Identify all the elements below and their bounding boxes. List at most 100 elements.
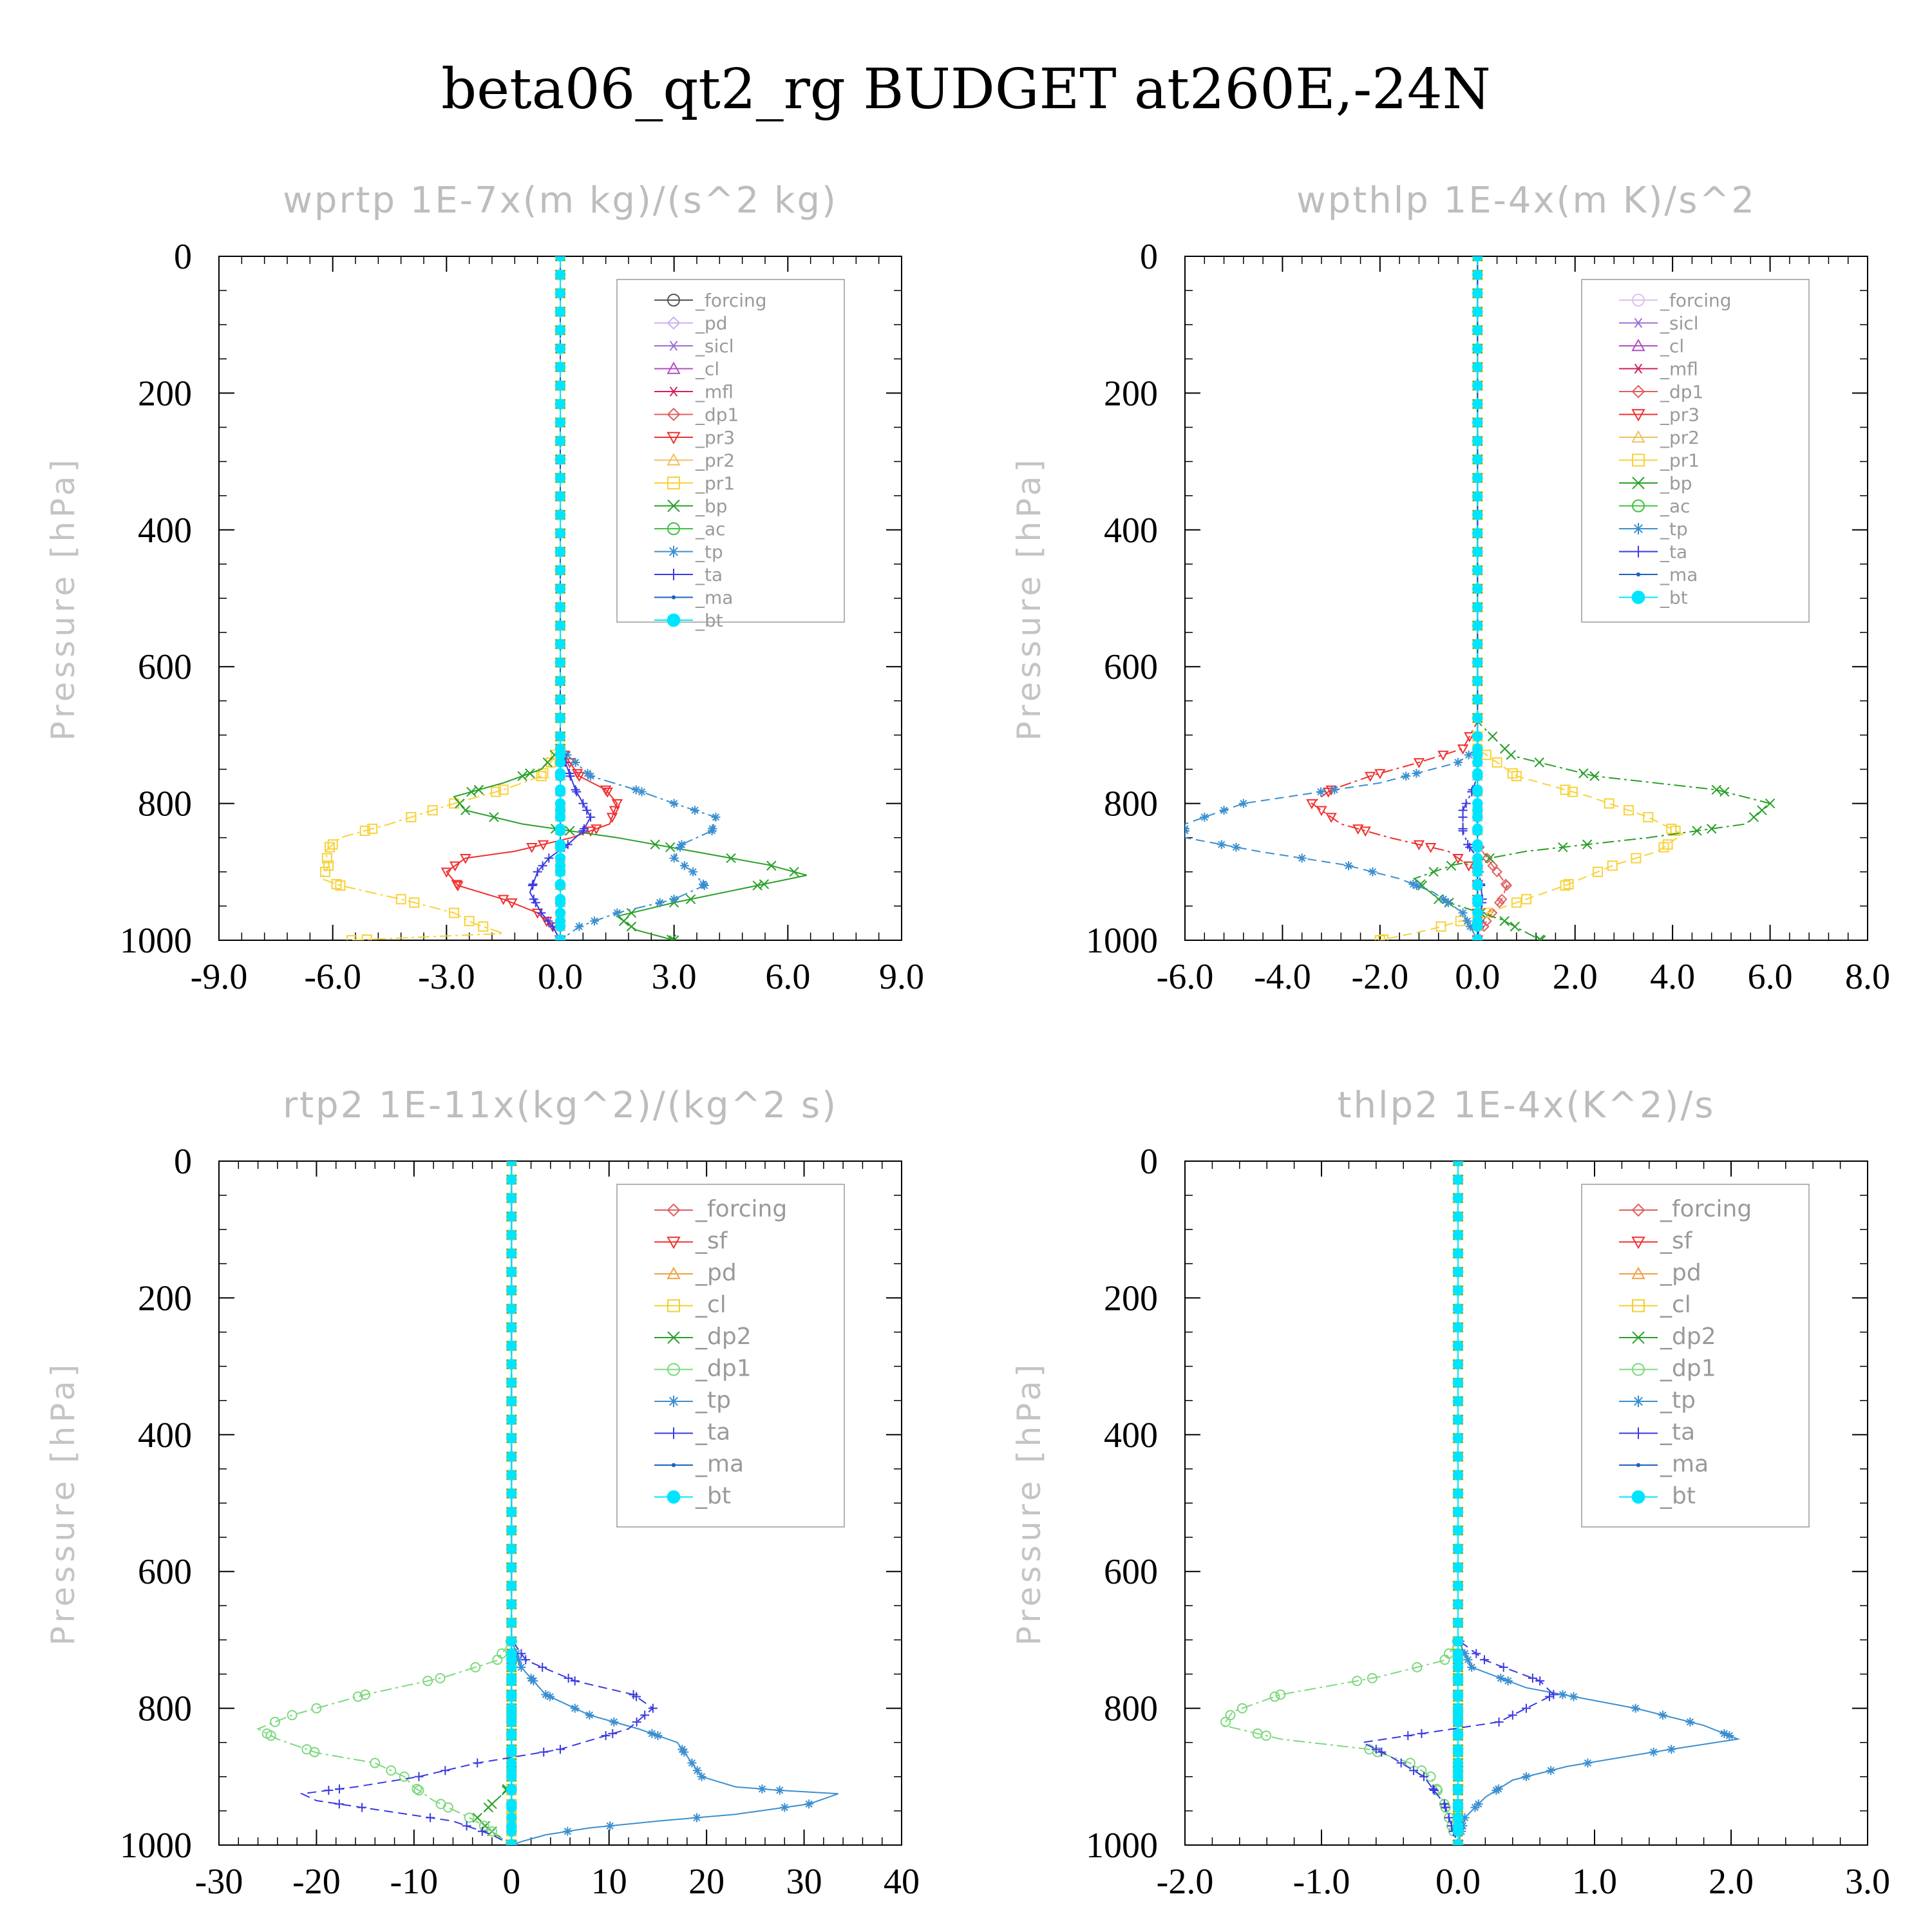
y-tick-label: 200 [1104,1278,1158,1318]
series-marker-ta [586,812,596,822]
series-marker-bt [554,921,566,932]
legend: _forcing_pd_sicl_cl_mfl_dp1_pr3_pr2_pr1_… [616,279,845,631]
series-marker-bt [1472,417,1483,428]
panel-title: wprtp 1E-7x(m kg)/(s^2 kg) [283,180,838,222]
series-marker-bp [489,812,499,822]
y-tick-label: 200 [138,1278,192,1318]
series-marker-pr3 [506,898,518,909]
legend-marker [667,1203,681,1217]
series-marker-bp [726,853,736,864]
series-marker-bt [1452,1598,1464,1610]
series-marker-bt [1452,1826,1464,1837]
series-marker-bt [554,565,566,576]
series-marker-tp [1231,842,1241,852]
series-marker-bt [1472,731,1483,742]
legend-label: _dp1 [695,404,739,426]
legend-label: _dp1 [695,1356,752,1382]
series-line-tp [560,256,717,940]
series-marker-bt [554,288,566,299]
series-marker-tp [707,826,717,836]
legend-label: _bt [1660,1483,1696,1510]
series-marker-ta [538,1662,547,1672]
series-marker-bt [506,1747,517,1757]
series-marker-bt [506,1303,517,1314]
series-line-tp [1185,256,1479,940]
series-marker-bt [1452,1414,1464,1425]
series-marker-ta [580,824,589,833]
series-marker-bt [1452,1636,1464,1647]
legend-label: _pd [1660,1260,1701,1286]
legend-marker [667,1236,681,1249]
series-marker-bt [1472,786,1483,797]
x-tick-label: 20 [688,1862,724,1902]
legend-label: _forcing [695,290,767,311]
series-marker-pr3 [601,787,614,798]
x-tick-label: 6.0 [1748,957,1793,997]
legend-marker [1633,1396,1644,1407]
series-marker-tp [669,895,679,904]
series-marker-dp1 [422,1676,433,1687]
series-marker-tp [1460,1813,1470,1823]
x-tick-label: 4.0 [1650,957,1695,997]
series-marker-tp [1330,785,1340,795]
series-marker-bt [506,1662,517,1673]
chart-panel-3: rtp2 1E-11x(kg^2)/(kg^2 s) Pressure [hPa]… [44,1084,920,1902]
series-marker-bt [506,1617,517,1629]
series-marker-pr3 [1359,826,1371,837]
series-marker-bt [554,880,566,891]
series-marker-tp [1217,840,1226,849]
series-marker-bt [1452,1303,1464,1314]
series-marker-bt [1472,897,1483,908]
series-marker-tp [586,772,596,781]
legend-label: _dp2 [1660,1323,1716,1350]
x-tick-label: -30 [195,1862,243,1902]
series-marker-tp [562,750,572,760]
series-marker-ta [1409,1766,1419,1776]
series-marker-pr3 [573,772,585,782]
legend-label: _mfl [1660,359,1698,380]
chart-panel-4: thlp2 1E-4x(K^2)/s Pressure [hPa] 0 200 400 6… [1010,1084,1890,1902]
series-marker-bt [506,1580,517,1591]
series-marker-bp [1536,935,1546,940]
series-line-pr3 [445,256,618,940]
series-marker-bt [1472,361,1483,373]
series-marker-ta [335,1784,345,1794]
legend-marker [1633,1427,1644,1439]
series-marker-bp [542,757,553,768]
series-marker-tp [637,787,647,797]
series-marker-ta [1417,1728,1426,1738]
series-marker-pr3 [609,806,621,817]
legend-marker [671,1463,676,1468]
y-tick-label: 400 [138,1416,192,1455]
series-marker-bt [1452,1488,1464,1499]
series-marker-ta [1479,1655,1489,1665]
series-marker-bt [554,343,566,354]
legend-marker [667,477,680,489]
series-marker-tp [690,806,700,815]
series-marker-tp [571,757,580,767]
series-marker-bt [554,361,566,373]
series-marker-tp [692,1766,702,1776]
legend-marker [668,1427,679,1439]
series-marker-bt [554,866,566,878]
series-marker-pr3 [585,826,596,837]
series-marker-tp [1667,1745,1676,1754]
series-marker-tp [653,1731,663,1741]
series-marker-bt [554,417,566,428]
series-marker-bt [1452,1771,1464,1783]
series-marker-tp [585,1710,594,1720]
series-marker-tp [1439,895,1448,904]
series-marker-bt [1472,288,1483,299]
series-marker-bt [506,1839,517,1845]
series-marker-dp1 [352,1691,363,1702]
series-marker-ta [1472,1649,1481,1658]
series-marker-bt [1472,491,1483,502]
series-marker-pr1 [1643,811,1654,822]
series-marker-pr3 [1352,824,1364,835]
series-marker-bp [460,805,471,815]
series-marker-ta [473,1758,482,1768]
series-marker-bt [1472,712,1483,724]
legend-marker [667,294,680,307]
series-marker-bt [554,269,566,280]
series-marker-bt [1452,1730,1464,1741]
